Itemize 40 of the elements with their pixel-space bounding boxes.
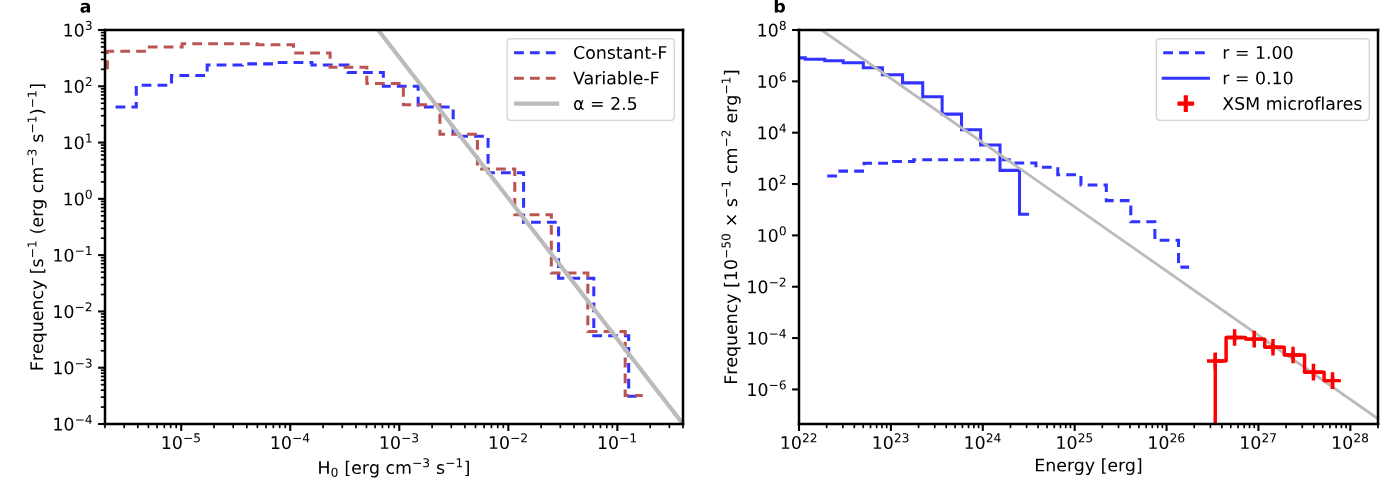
x-axis-title: Energy [erg] (1036, 458, 1142, 475)
text: Frequency [s$^{−1}$ (erg cm$^{−3}$ s$^{−1}$)$^{−1}$] (27, 84, 47, 370)
x-tick-label: 10$^{−3}$ (380, 433, 419, 450)
x-tick-label: 10$^{24}$ (965, 433, 1001, 450)
x-tick-label: 10$^{−5}$ (162, 433, 200, 450)
y-tick-label: 10$^{−3}$ (54, 358, 92, 375)
legend-label: Constant-F (574, 45, 667, 60)
y-tick-label: 10$^{0}$ (758, 226, 786, 243)
y-tick-label: 10$^{0}$ (64, 189, 92, 206)
y-tick-label: 10$^{−1}$ (54, 246, 92, 262)
legend-label: Variable-F (573, 71, 659, 85)
x-axis-title: H$_{0}$ [erg cm$^{−3}$ s$^{−1}$] (319, 458, 469, 478)
chart-title: a (80, 2, 91, 13)
y-tick-label: 10$^{3}$ (64, 20, 92, 37)
x-tick-label: 10$^{25}$ (1057, 433, 1093, 450)
legend-label: α = 2.5 (574, 96, 637, 111)
legend-label: XSM microflares (1222, 96, 1362, 111)
y-tick-label: 10$^{−6}$ (748, 380, 786, 397)
y-tick-label: 10$^{−4}$ (54, 414, 92, 431)
x-tick-label: 10$^{26}$ (1149, 433, 1185, 450)
y-tick-label: 10$^{2}$ (758, 174, 786, 191)
x-tick-label: 10$^{23}$ (873, 433, 909, 450)
y-tick-label: 10$^{−2}$ (54, 302, 92, 319)
y-tick-label: 10$^{4}$ (758, 123, 786, 140)
legend-label: r = 0.10 (1223, 71, 1293, 85)
x-tick-label: 10$^{−4}$ (271, 433, 310, 450)
x-tick-label: 10$^{28}$ (1333, 433, 1369, 450)
chart-title: b (774, 0, 785, 13)
x-tick-label: 10$^{27}$ (1241, 433, 1276, 450)
y-tick-label: 10$^{8}$ (758, 20, 786, 37)
y-tick-label: 10$^{−4}$ (748, 329, 786, 345)
text: Frequency [10$^{−50}$ × s$^{−1}$ cm$^{−2}$ erg$^{−1}$] (721, 70, 741, 384)
y-tick-label: 10$^{2}$ (64, 77, 92, 93)
y-tick-label: 10$^{6}$ (758, 72, 786, 89)
x-tick-label: 10$^{22}$ (781, 433, 817, 450)
y-tick-label: 10$^{1}$ (64, 133, 92, 150)
x-tick-label: 10$^{−2}$ (489, 433, 527, 450)
y-tick-label: 10$^{−2}$ (748, 277, 786, 294)
legend-label: r = 1.00 (1223, 45, 1293, 60)
x-tick-label: 10$^{−1}$ (598, 433, 637, 450)
